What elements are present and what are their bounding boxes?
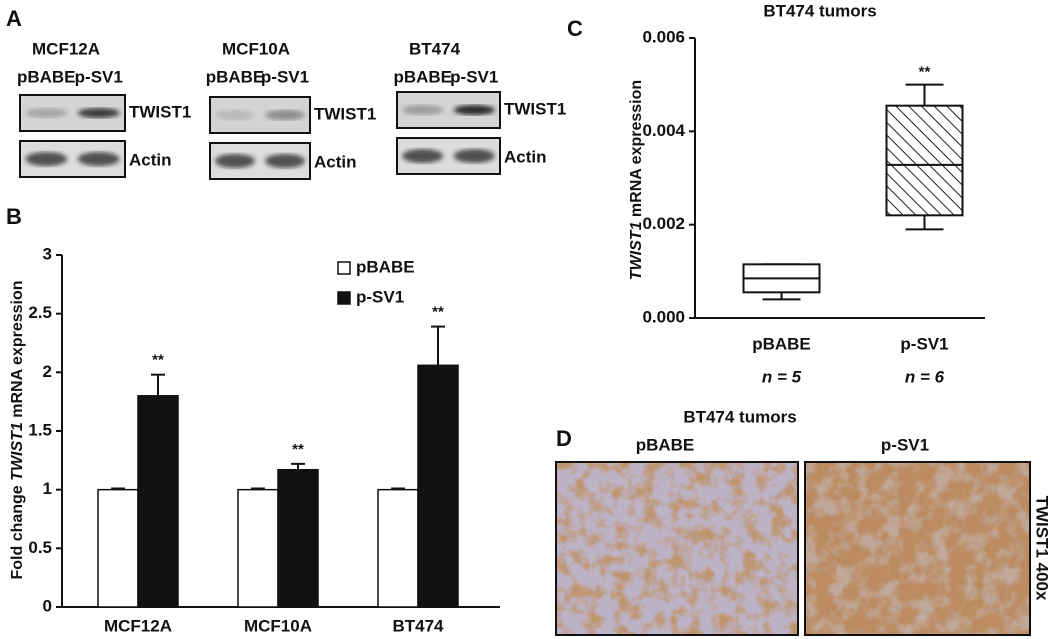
y-axis-label-part: Fold change bbox=[9, 485, 26, 579]
blot-band bbox=[453, 149, 495, 163]
ihc-title: BT474 tumors bbox=[683, 407, 796, 426]
lane-label: p-SV1 bbox=[75, 67, 123, 86]
cell-line-label: MCF10A bbox=[222, 39, 290, 58]
x-tick-label: pBABE bbox=[752, 334, 811, 353]
legend-swatch bbox=[337, 291, 351, 305]
ihc-stain bbox=[556, 462, 798, 635]
y-tick-label: 1 bbox=[43, 479, 52, 498]
box bbox=[885, 104, 964, 217]
y-tick-label: 0.002 bbox=[642, 214, 685, 233]
y-tick-label: 0.5 bbox=[28, 538, 52, 557]
lane-label: pBABE bbox=[393, 67, 452, 86]
y-axis-label-part: TWIST1 bbox=[9, 422, 26, 481]
error-bar bbox=[111, 487, 125, 490]
blot-band bbox=[215, 154, 255, 168]
y-tick-label: 0.006 bbox=[642, 27, 685, 46]
row-label: TWIST1 bbox=[504, 99, 566, 118]
ihc-stain bbox=[805, 462, 1030, 635]
cell-line-label: BT474 bbox=[409, 39, 461, 58]
bar bbox=[417, 364, 459, 608]
chart-title: BT474 tumors bbox=[763, 1, 876, 20]
error-bar bbox=[251, 487, 265, 490]
row-label: TWIST1 bbox=[314, 104, 376, 123]
y-tick-label: 3 bbox=[43, 244, 52, 263]
y-axis-label: TWIST1 mRNA expression bbox=[628, 80, 645, 280]
legend-label: pBABE bbox=[356, 257, 415, 276]
ihc-label: p-SV1 bbox=[881, 435, 929, 454]
y-tick-label: 0.004 bbox=[642, 121, 685, 140]
cell-line-label: MCF12A bbox=[32, 39, 100, 58]
significance: ** bbox=[152, 352, 164, 369]
blot-band bbox=[402, 105, 444, 115]
blot-band bbox=[77, 152, 120, 166]
lane-label: pBABE bbox=[206, 67, 265, 86]
error-bar bbox=[151, 373, 165, 396]
error-bar bbox=[291, 462, 305, 470]
x-tick-label: p-SV1 bbox=[900, 334, 948, 353]
blot-band bbox=[265, 154, 305, 168]
x-tick-label: MCF10A bbox=[244, 616, 312, 635]
bar bbox=[97, 488, 139, 608]
y-tick-label: 0 bbox=[43, 596, 52, 615]
bar bbox=[137, 395, 179, 608]
y-axis-label: Fold change TWIST1 mRNA expression bbox=[9, 280, 26, 579]
error-bar bbox=[431, 325, 445, 366]
ihc-panel: BT474 tumors pBABE p-SV1 TWIST1 400x bbox=[555, 407, 1050, 636]
y-tick-label: 2.5 bbox=[28, 303, 52, 322]
x-tick-label: MCF12A bbox=[104, 616, 172, 635]
blot-band bbox=[77, 108, 120, 118]
row-label: Actin bbox=[314, 152, 357, 171]
blot-band bbox=[25, 108, 68, 118]
bar bbox=[237, 488, 279, 608]
row-label: Actin bbox=[129, 150, 172, 169]
lane-label: p-SV1 bbox=[261, 67, 309, 86]
panel-label: C bbox=[567, 16, 583, 41]
y-tick-label: 2 bbox=[43, 362, 52, 381]
significance: ** bbox=[432, 304, 444, 321]
ihc-stain-label: TWIST1 400x bbox=[1033, 496, 1050, 601]
sample-size: n = 5 bbox=[762, 367, 802, 386]
lane-label: p-SV1 bbox=[450, 67, 498, 86]
y-axis-label-part: mRNA expression bbox=[628, 80, 645, 217]
blot-band bbox=[25, 152, 68, 166]
blot-band bbox=[215, 110, 255, 120]
panel-label: B bbox=[6, 204, 22, 229]
sample-size: n = 6 bbox=[905, 367, 945, 386]
blot-band bbox=[402, 149, 444, 163]
error-bar bbox=[391, 487, 405, 490]
ihc-label: pBABE bbox=[636, 435, 695, 454]
y-axis-label-part: TWIST1 bbox=[628, 221, 645, 280]
y-axis-label-part: mRNA expression bbox=[9, 280, 26, 417]
legend-swatch bbox=[337, 261, 351, 275]
bar bbox=[377, 488, 419, 608]
row-label: TWIST1 bbox=[129, 102, 191, 121]
y-tick-label: 0.000 bbox=[642, 307, 685, 326]
panel-label: D bbox=[556, 426, 572, 451]
lane-label: pBABE bbox=[17, 67, 76, 86]
ihc-frame bbox=[555, 461, 799, 636]
blot-band bbox=[453, 105, 495, 115]
x-tick-label: BT474 bbox=[392, 616, 444, 635]
row-label: Actin bbox=[504, 147, 547, 166]
ihc-frame bbox=[804, 461, 1031, 636]
significance: ** bbox=[292, 441, 304, 458]
significance: ** bbox=[919, 64, 931, 81]
legend-label: p-SV1 bbox=[356, 287, 404, 306]
blot-band bbox=[265, 110, 305, 120]
y-tick-label: 1.5 bbox=[28, 420, 52, 439]
bar bbox=[277, 468, 319, 608]
panel-label: A bbox=[6, 6, 22, 31]
